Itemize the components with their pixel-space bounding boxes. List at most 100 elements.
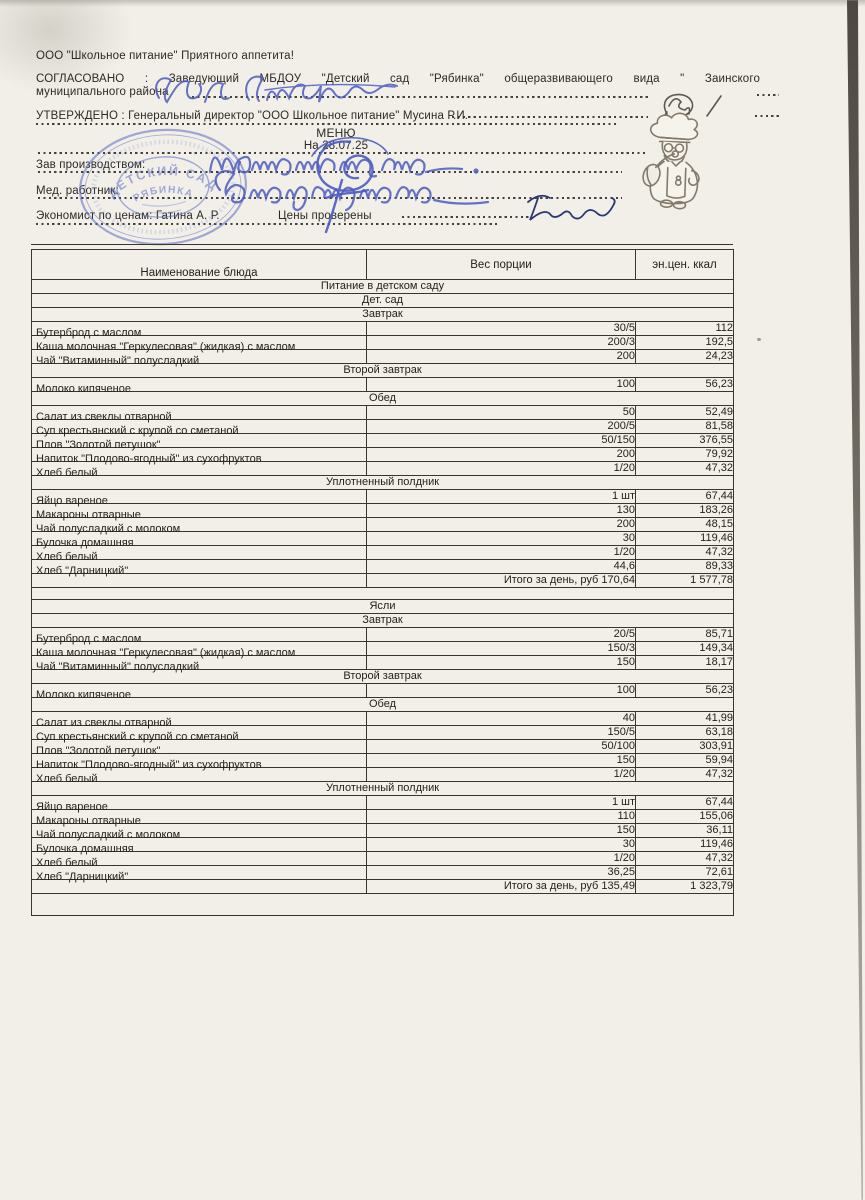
section-label: Обед: [31, 391, 734, 406]
kcal-cell: 36,11: [635, 823, 734, 838]
signature-paraph: [292, 128, 407, 243]
kcal-cell: 47,32: [635, 545, 734, 560]
kcal-cell: 81,58: [635, 419, 734, 434]
dish-name-cell: Чай "Витаминный" полусладкий: [31, 349, 367, 367]
portion-weight-cell: 30: [366, 531, 636, 546]
kcal-cell: 47,32: [635, 851, 734, 866]
dish-name-cell: Каша молочная "Геркулесовая" (жидкая) с …: [31, 335, 367, 353]
dish-name: Каша молочная "Геркулесовая" (жидкая) с …: [36, 647, 296, 659]
dish-name-cell: Каша молочная "Геркулесовая" (жидкая) с …: [31, 641, 367, 659]
portion-weight-cell: 150: [366, 655, 636, 670]
chef-mascot-illustration: [636, 111, 714, 214]
kcal-cell: 85,71: [635, 627, 734, 642]
menu-item-row: Молоко кипяченое 100 56,23: [31, 377, 734, 395]
dotted-line: [757, 94, 779, 97]
portion-weight-cell: 200: [366, 517, 636, 532]
section-label: Питание в детском саду: [31, 279, 734, 294]
kcal-cell: 155,06: [635, 809, 734, 824]
signature-production-manager: [200, 132, 500, 184]
signature-economist: [520, 190, 620, 228]
kcal-cell: 56,23: [635, 683, 734, 698]
spacer-cell: [31, 893, 734, 916]
portion-weight-cell: 1/20: [366, 851, 636, 866]
kcal-cell: 1 323,79: [635, 879, 734, 894]
dish-name: Напиток "Плодово-ягодный" из сухофруктов: [36, 453, 262, 465]
menu-date: На 28.07.25: [303, 140, 369, 152]
kcal-cell: 303,91: [635, 739, 734, 754]
portion-weight-cell: 20/5: [366, 627, 636, 642]
menu-item-row: Макароны отварные 130 183,26: [31, 503, 734, 521]
menu-item-row: Чай полусладкий с молоком 150 36,11: [31, 823, 734, 841]
kcal-cell: 72,61: [635, 865, 734, 880]
column-header-weight: Вес порции: [366, 249, 636, 280]
menu-section-row: Дет. сад: [31, 293, 734, 308]
portion-weight-cell: 1 шт: [366, 489, 636, 504]
kcal-cell: 48,15: [635, 517, 734, 532]
daily-total-label-cell: Итого за день, руб 170,64: [366, 573, 636, 588]
menu-item-row: Яйцо вареное 1 шт 67,44: [31, 795, 734, 813]
portion-weight-cell: 150/3: [366, 641, 636, 656]
portion-weight-cell: 130: [366, 503, 636, 518]
portion-weight-cell: 1/20: [366, 767, 636, 782]
portion-weight-cell: 200/5: [366, 419, 636, 434]
dish-name-cell: Хлеб белый: [31, 461, 367, 479]
portion-weight-cell: 50/150: [366, 433, 636, 448]
menu-item-row: Бутерброд с маслом 30/5 112: [31, 321, 734, 339]
portion-weight-cell: 100: [366, 377, 636, 392]
menu-item-row: Плов "Золотой петушок" 50/100 303,91: [31, 739, 734, 757]
dish-name: Салат из свеклы отварной: [36, 411, 172, 423]
scan-corner-smudge: [0, 0, 140, 100]
menu-section-row: Ясли: [31, 599, 734, 614]
portion-weight-cell: 110: [366, 809, 636, 824]
prices-checked-label: Цены проверены: [278, 210, 372, 222]
svg-text:РЯБИНКА: РЯБИНКА: [131, 183, 196, 205]
scan-page-edge-shadow: [847, 0, 863, 1200]
dish-name: Чай "Витаминный" полусладкий: [36, 661, 200, 673]
dish-name-cell: Напиток "Плодово-ягодный" из сухофруктов: [31, 447, 367, 465]
menu-item-row: Булочка домашняя 30 119,46: [31, 837, 734, 855]
dish-name: Суп крестьянский с крупой со сметаной: [36, 731, 239, 743]
dish-name-cell: Чай "Витаминный" полусладкий: [31, 655, 367, 673]
kcal-cell: 89,33: [635, 559, 734, 574]
menu-item-row: Напиток "Плодово-ягодный" из сухофруктов…: [31, 447, 734, 465]
dish-name: Яйцо вареное: [36, 495, 108, 507]
dish-name-cell: Яйцо вареное: [31, 795, 367, 813]
menu-item-row: Чай "Витаминный" полусладкий 150 18,17: [31, 655, 734, 673]
dish-name: Бутерброд с маслом: [36, 327, 142, 339]
dish-name-cell: Салат из свеклы отварной: [31, 405, 367, 423]
kcal-cell: 79,92: [635, 447, 734, 462]
dish-name: Макароны отварные: [36, 815, 141, 827]
kcal-cell: 24,23: [635, 349, 734, 364]
scan-speck: [757, 338, 761, 341]
dotted-line: [38, 197, 622, 200]
kcal-cell: 183,26: [635, 503, 734, 518]
menu-item-row: Хлеб "Дарницкий" 44,6 89,33: [31, 559, 734, 577]
dish-name: Чай "Витаминный" полусладкий: [36, 355, 200, 367]
menu-item-row: Суп крестьянский с крупой со сметаной 150…: [31, 725, 734, 743]
daily-total-row: Итого за день, руб 170,64 1 577,78: [31, 573, 734, 588]
menu-item-row: Чай "Витаминный" полусладкий 200 24,23: [31, 349, 734, 367]
dish-name: Яйцо вареное: [36, 801, 108, 813]
menu-item-row: Булочка домашняя 30 119,46: [31, 531, 734, 549]
portion-weight-cell: 150/5: [366, 725, 636, 740]
dish-name: Хлеб "Дарницкий": [36, 565, 129, 577]
kcal-cell: 67,44: [635, 795, 734, 810]
kcal-cell: 41,99: [635, 711, 734, 726]
agreed-line-1: СОГЛАСОВАНО : Заведующий МБДОУ "Детский …: [36, 73, 760, 85]
menu-item-row: Яйцо вареное 1 шт 67,44: [31, 489, 734, 507]
dish-name: Хлеб белый: [36, 857, 98, 869]
dotted-line: [755, 115, 779, 118]
spacer-row: [31, 893, 734, 916]
portion-weight-cell: 40: [366, 711, 636, 726]
dish-name: Булочка домашняя: [36, 537, 134, 549]
dish-name-cell: Яйцо вареное: [31, 489, 367, 507]
table-header-row: Наименование блюда Вес порции эн.цен. кк…: [31, 249, 734, 280]
section-label: Ясли: [31, 599, 734, 614]
menu-item-row: Хлеб белый 1/20 47,32: [31, 545, 734, 563]
section-label: Завтрак: [31, 307, 734, 322]
dish-name: Молоко кипяченое: [36, 689, 131, 701]
scan-top-shadow: [0, 0, 865, 7]
menu-section-row: Обед: [31, 391, 734, 406]
signature-medical-worker: [200, 164, 510, 212]
section-label: Дет. сад: [31, 293, 734, 308]
